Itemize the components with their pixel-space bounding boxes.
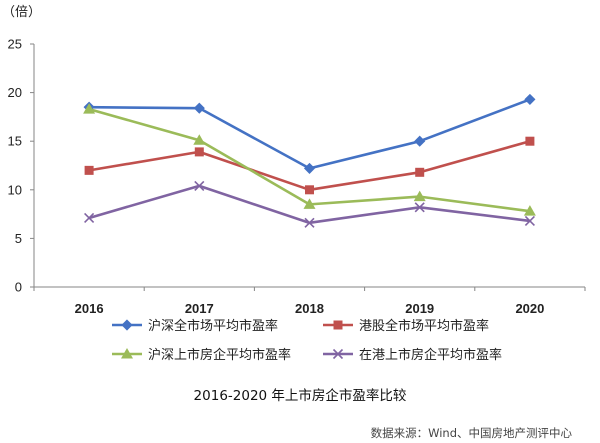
x-tick-label: 2016 (75, 301, 104, 316)
legend-marker (333, 320, 343, 330)
x-tick-label: 2018 (295, 301, 324, 316)
legend-item: 港股全市场平均市盈率 (323, 318, 489, 334)
legend-marker (332, 348, 344, 360)
data-point-marker (415, 167, 425, 177)
y-tick-label: 0 (15, 280, 22, 295)
data-point-marker (304, 217, 315, 228)
x-tick-label: 2017 (185, 301, 214, 316)
legend-item: 沪深上市房企平均市盈率 (112, 347, 291, 363)
y-tick-label: 10 (8, 182, 22, 197)
series-2 (84, 136, 535, 195)
data-point-marker (194, 180, 205, 191)
series-3 (83, 103, 536, 216)
data-point-marker (83, 103, 96, 114)
y-axis-ticks: 0 5 10 15 20 25 (8, 37, 34, 295)
data-point-marker (193, 102, 205, 114)
data-point-marker (303, 198, 316, 209)
data-point-marker (193, 134, 206, 145)
chart-caption: 2016-2020 年上市房企市盈率比较 (194, 387, 407, 404)
y-tick-label: 25 (8, 37, 22, 52)
y-tick-label: 15 (8, 134, 22, 149)
data-point-marker (524, 215, 535, 226)
data-point-marker (414, 202, 425, 213)
series-1 (83, 93, 536, 174)
x-tick-label: 2019 (405, 301, 434, 316)
legend-label: 港股全市场平均市盈率 (359, 318, 489, 334)
data-point-marker (305, 185, 314, 195)
series-layer (83, 93, 536, 228)
y-tick-label: 5 (15, 231, 22, 246)
data-point-marker (84, 212, 95, 224)
legend-marker (121, 319, 133, 331)
legend-label: 在港上市房企平均市盈率 (359, 347, 502, 363)
x-axis-ticks: 2016 2017 2018 2019 2020 (33, 287, 586, 316)
legend-label: 沪深上市房企平均市盈率 (148, 347, 291, 363)
data-source-note: 数据来源：Wind、中国房地产测评中心 (371, 426, 573, 440)
legend-label: 沪深全市场平均市盈率 (148, 318, 278, 334)
data-point-marker (84, 165, 94, 175)
data-point-marker (523, 205, 536, 216)
legend-marker (121, 348, 133, 359)
y-tick-label: 20 (8, 85, 22, 100)
y-axis-unit-label: （倍） (2, 5, 41, 20)
series-4 (84, 180, 535, 228)
legend-item: 沪深全市场平均市盈率 (112, 318, 278, 334)
legend-item: 在港上市房企平均市盈率 (323, 347, 502, 363)
data-point-marker (194, 147, 204, 157)
x-tick-label: 2020 (515, 301, 544, 316)
data-point-marker (524, 93, 536, 105)
data-point-marker (413, 190, 426, 202)
chart-axes (33, 44, 585, 288)
data-point-marker (414, 135, 426, 147)
data-point-marker (303, 162, 316, 174)
data-point-marker (525, 136, 535, 146)
